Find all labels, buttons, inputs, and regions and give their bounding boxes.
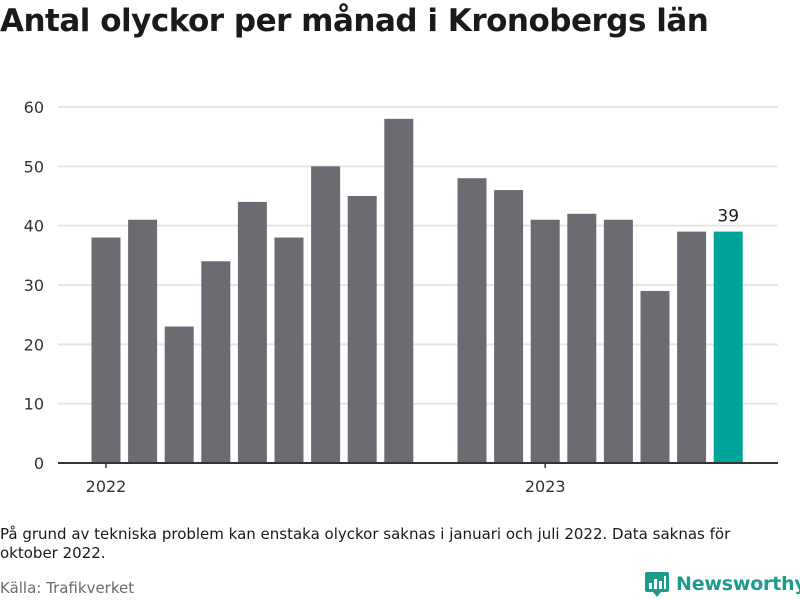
bar <box>274 237 304 463</box>
bar <box>494 190 524 464</box>
x-tick-label: 2023 <box>525 477 566 496</box>
bar <box>530 219 560 463</box>
x-axis-ticks: 2022 2023 <box>86 463 566 496</box>
y-tick-label: 30 <box>24 276 44 295</box>
y-tick-label: 60 <box>24 98 44 117</box>
bar <box>640 290 670 463</box>
bar <box>603 219 633 463</box>
y-tick-label: 20 <box>24 335 44 354</box>
bar <box>128 219 158 463</box>
source-credit: Källa: Trafikverket <box>0 579 135 597</box>
brand-name: Newsworthy <box>676 573 800 595</box>
bar <box>384 118 414 463</box>
bar <box>91 237 121 463</box>
data-labels: 39 <box>717 207 739 227</box>
y-tick-label: 10 <box>24 395 44 414</box>
y-tick-label: 40 <box>24 217 44 236</box>
bar <box>237 201 267 463</box>
bar <box>347 196 377 463</box>
bar <box>164 326 194 463</box>
newsworthy-logo-icon <box>645 572 669 597</box>
bar <box>201 261 231 463</box>
bar-chart: 0 10 20 30 40 50 60 39 2022 2023 <box>24 98 778 496</box>
y-axis-tick-labels: 0 10 20 30 40 50 60 <box>24 98 44 473</box>
chart-title: Antal olyckor per månad i Kronobergs län <box>0 3 709 39</box>
bar <box>567 213 597 463</box>
bars <box>91 118 743 464</box>
x-tick-label: 2022 <box>86 477 127 496</box>
y-tick-label: 0 <box>34 454 44 473</box>
bar <box>677 231 707 463</box>
y-tick-label: 50 <box>24 157 44 176</box>
bar <box>311 166 341 464</box>
bar <box>457 178 487 463</box>
data-label: 39 <box>717 207 739 227</box>
bar-highlight <box>713 231 743 463</box>
newsworthy-brand[interactable]: Newsworthy <box>644 570 800 598</box>
footnote: På grund av tekniska problem kan enstaka… <box>0 525 731 562</box>
